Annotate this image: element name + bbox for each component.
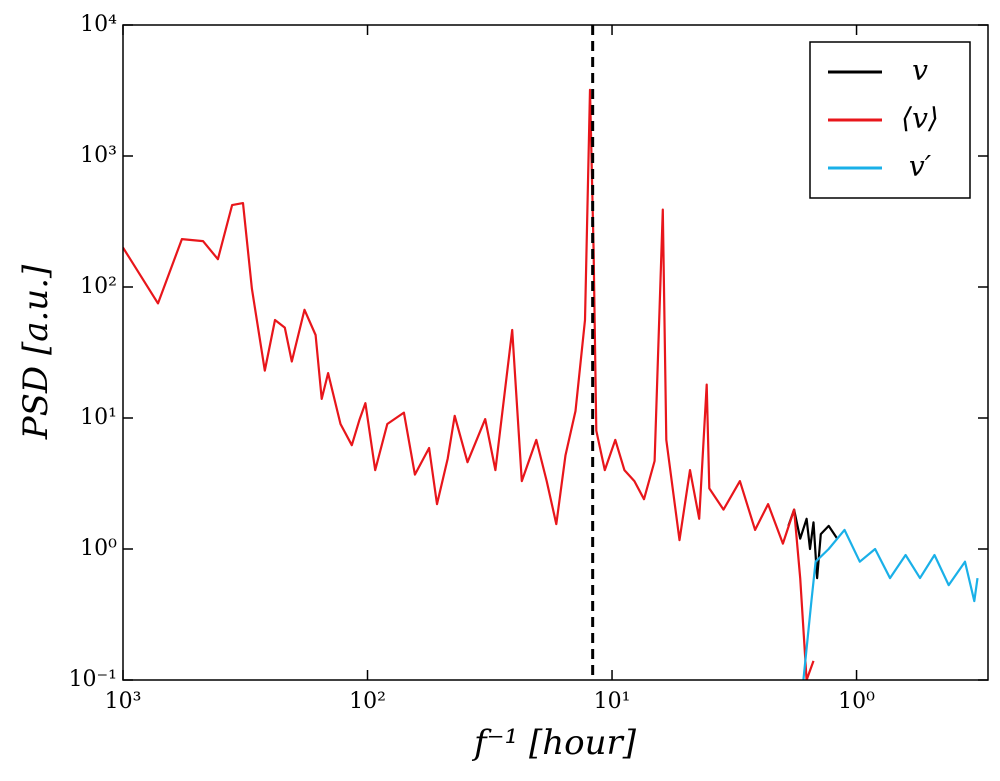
legend-label: ⟨v⟩: [901, 102, 939, 135]
x-tick-label: 10⁰: [838, 689, 875, 714]
y-tick-label: 10³: [80, 143, 117, 168]
y-tick-label: 10²: [80, 274, 117, 299]
x-tick-label: 10³: [105, 689, 142, 714]
y-tick-label: 10⁴: [80, 12, 117, 37]
x-tick-label: 10¹: [594, 689, 631, 714]
y-tick-label: 10⁰: [80, 536, 117, 561]
y-tick-label: 10¹: [80, 405, 117, 430]
legend-label: v: [912, 54, 928, 87]
x-tick-label: 10²: [349, 689, 386, 714]
line: [123, 88, 815, 680]
y-tick-label: 10⁻¹: [69, 667, 117, 692]
line: [787, 508, 839, 580]
x-axis-label: f⁻¹ [hour]: [471, 723, 637, 763]
line: [802, 528, 979, 680]
plot-area: [123, 88, 979, 680]
legend-label: v′: [909, 150, 932, 183]
plot-frame: [122, 24, 989, 681]
y-axis-label: PSD [a.u.]: [16, 264, 56, 440]
